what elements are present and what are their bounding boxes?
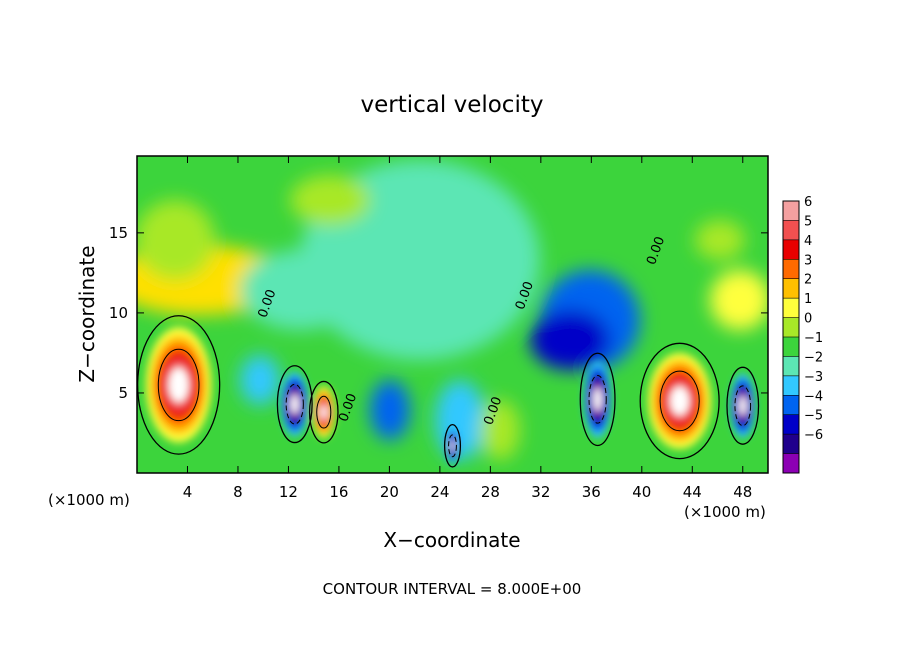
colorbar-swatch (783, 337, 799, 357)
colorbar-label: −4 (804, 389, 823, 404)
x-tick-label: 8 (233, 483, 243, 501)
x-tick-label: 12 (279, 483, 298, 501)
y-tick-label: 15 (109, 224, 128, 242)
feature-downdraft-3-ring-5 (290, 394, 299, 414)
colorbar-swatch (783, 201, 799, 221)
contour-downdraft-5 (588, 375, 607, 424)
contour-updraft-0 (157, 348, 200, 422)
y-tick-label: 5 (118, 384, 128, 402)
contour-downdraft-6 (734, 385, 752, 427)
field-patch (240, 355, 280, 405)
contour-interval-footer: CONTOUR INTERVAL = 8.000E+00 (323, 580, 582, 598)
y-axis-label: Z−coordinate (75, 245, 99, 382)
colorbar-swatch (783, 414, 799, 435)
colorbar-label: −5 (804, 409, 823, 424)
colorbar-swatch (783, 239, 799, 260)
colorbar: 6 5 4 3 2 1 0 −1 −2 −3 −4 −5 −6 (782, 195, 823, 474)
colorbar-swatch (783, 220, 799, 240)
colorbar-label: −1 (804, 331, 823, 346)
y-tick-label: 10 (109, 304, 128, 322)
zero-contour-downdraft-3 (276, 365, 313, 444)
x-tick-label: 32 (531, 483, 550, 501)
zero-contour-updraft-1 (308, 380, 339, 444)
field-patch (695, 220, 745, 260)
field-patch (710, 270, 768, 330)
x-tick-label: 40 (632, 483, 651, 501)
x-tick-label: 24 (430, 483, 449, 501)
x-axis-label: X−coordinate (383, 528, 520, 552)
feature-updraft-1-ring-5 (320, 404, 328, 420)
contour-updraft-1 (316, 395, 332, 429)
colorbar-swatch (783, 375, 799, 396)
colorbar-label: 1 (804, 292, 812, 307)
colorbar-swatch (783, 395, 799, 415)
colorbar-swatch (783, 356, 799, 376)
feature-downdraft-6-ring-5 (738, 396, 747, 416)
field-patch (290, 175, 370, 225)
zero-contour-downdraft-4 (443, 423, 462, 468)
contour-downdraft-4 (448, 434, 457, 458)
colorbar-label: −6 (804, 428, 823, 443)
colorbar-label: −2 (804, 350, 823, 365)
plot-area: 0.000.00 0.000.000.00 (137, 156, 768, 473)
colorbar-swatch (783, 259, 799, 279)
colorbar-label: 6 (804, 195, 812, 210)
zero-contour-updraft-2 (639, 342, 720, 460)
x-axis-unit: (×1000 m) (48, 491, 130, 509)
field-patch (137, 200, 215, 280)
colorbar-swatch (783, 434, 799, 454)
contour-downdraft-3 (285, 383, 304, 425)
x-tick-label: 28 (481, 483, 500, 501)
colorbar-label: −3 (804, 370, 823, 385)
zero-contour-downdraft-6 (726, 366, 760, 445)
colorbar-label: 3 (804, 253, 812, 268)
colorbar-label: 2 (804, 273, 812, 288)
zero-contour-downdraft-5 (579, 352, 616, 447)
colorbar-label: 4 (804, 234, 812, 249)
colorbar-swatch (783, 298, 799, 318)
x-tick-label: 4 (183, 483, 193, 501)
colorbar-label: 0 (804, 312, 812, 327)
feature-downdraft-5-ring-5 (593, 387, 602, 411)
field-patch (370, 380, 410, 440)
colorbar-swatch (783, 453, 799, 473)
x-tick-label: 20 (380, 483, 399, 501)
colorbar-label: 5 (804, 214, 812, 229)
x-tick-label: 48 (733, 483, 752, 501)
feature-downdraft-4-ring-5 (450, 440, 455, 452)
chart-title: vertical velocity (361, 92, 544, 118)
contour-updraft-2 (659, 370, 700, 432)
plot-frame (136, 155, 769, 474)
colorbar-swatch (783, 278, 799, 299)
x-tick-label: 44 (683, 483, 702, 501)
field-patch (530, 310, 610, 370)
y-axis-unit: (×1000 m) (684, 503, 766, 521)
colorbar-swatch (783, 317, 799, 337)
feature-updraft-2-ring-5 (670, 386, 690, 416)
field-patch (480, 400, 520, 460)
x-tick-label: 36 (582, 483, 601, 501)
field-patch (240, 250, 360, 330)
x-tick-label: 16 (329, 483, 348, 501)
feature-updraft-0-ring-5 (168, 367, 189, 403)
